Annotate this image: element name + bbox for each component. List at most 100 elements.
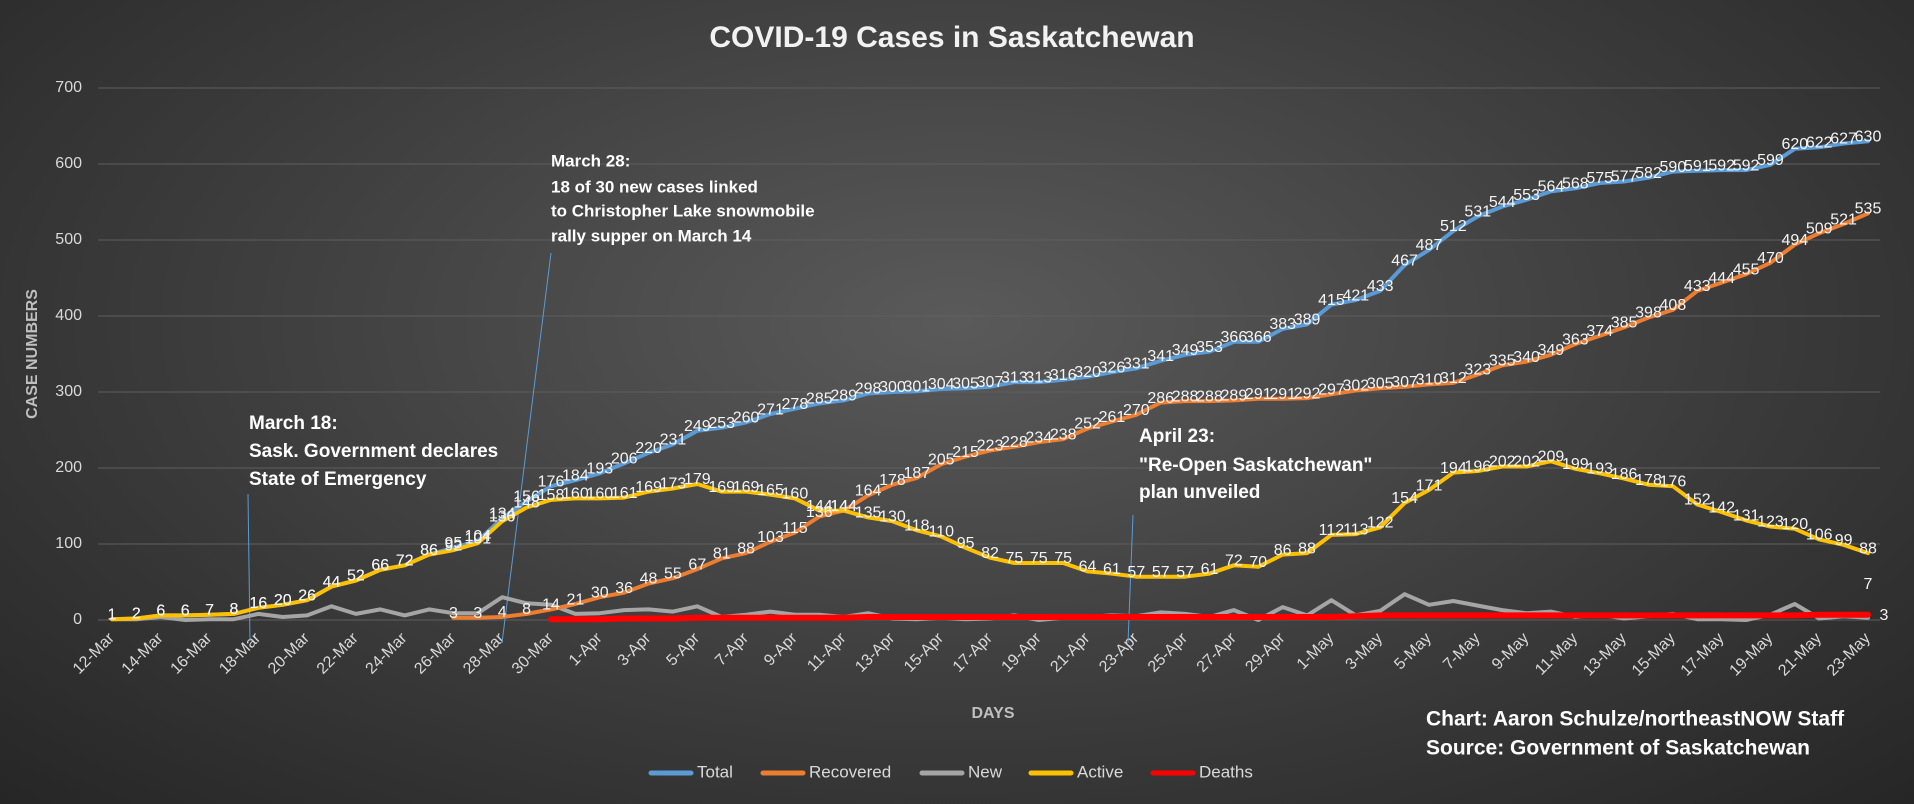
data-label: 205 [928, 451, 955, 468]
data-label: 323 [1464, 362, 1491, 379]
data-label: 261 [1099, 409, 1126, 426]
data-label: 249 [684, 418, 711, 435]
data-label: 144 [806, 498, 833, 515]
data-label: 592 [1708, 157, 1735, 174]
annotation-leader [501, 252, 552, 644]
annotation-text: to Christopher Lake snowmobile [551, 201, 815, 220]
data-label: 3 [1880, 607, 1889, 624]
data-label: 161 [611, 485, 638, 502]
data-label: 4 [498, 604, 507, 621]
data-label: 122 [1367, 514, 1394, 531]
data-label: 289 [830, 388, 857, 405]
data-label: 113 [1343, 521, 1369, 538]
data-label: 260 [733, 410, 760, 427]
data-label: 568 [1562, 176, 1589, 193]
x-tick-label: 11-May [1532, 630, 1581, 679]
data-label: 301 [903, 378, 930, 395]
data-label: 66 [371, 557, 389, 574]
data-label: 8 [229, 601, 238, 618]
data-label: 20 [274, 592, 292, 609]
data-label: 326 [1099, 359, 1126, 376]
data-label: 26 [298, 587, 316, 604]
data-label: 620 [1781, 136, 1808, 153]
data-label: 209 [1538, 448, 1565, 465]
data-label: 220 [635, 440, 662, 457]
x-tick-label: 3-May [1343, 630, 1386, 673]
data-label: 307 [1391, 374, 1418, 391]
data-label: 238 [1050, 426, 1077, 443]
annotation-text: rally supper on March 14 [551, 226, 752, 245]
data-label: 130 [489, 508, 516, 525]
y-tick-label: 200 [55, 459, 82, 476]
credit: Source: Government of Saskatchewan [1426, 737, 1810, 760]
series-line [451, 211, 1870, 620]
legend-label: New [968, 762, 1003, 781]
data-label: 135 [855, 505, 882, 522]
data-label: 592 [1733, 157, 1760, 174]
data-label: 487 [1416, 237, 1443, 254]
data-label: 253 [708, 415, 735, 432]
data-label: 26 [298, 587, 316, 604]
data-label: 64 [1079, 559, 1097, 576]
x-tick-label: 28-Mar [460, 629, 508, 677]
legend-label: Recovered [809, 762, 891, 781]
data-label: 44 [323, 574, 341, 591]
data-label: 467 [1391, 252, 1418, 269]
annotation-text: April 23: [1139, 426, 1215, 447]
data-label: 193 [586, 461, 613, 478]
data-label: 104 [464, 528, 491, 545]
data-label: 178 [1635, 472, 1662, 489]
data-label: 88 [1859, 540, 1877, 557]
data-label: 86 [420, 542, 438, 559]
data-label: 278 [782, 396, 809, 413]
data-label: 305 [952, 375, 979, 392]
x-tick-label: 14-Mar [119, 629, 167, 677]
data-label: 173 [660, 476, 687, 493]
data-label: 590 [1660, 159, 1687, 176]
data-label: 292 [1294, 385, 1321, 402]
data-label: 444 [1708, 270, 1735, 287]
data-label: 184 [562, 467, 589, 484]
data-label: 72 [396, 552, 414, 569]
data-label: 366 [1221, 329, 1248, 346]
y-tick-label: 100 [55, 535, 82, 552]
data-label: 160 [782, 486, 809, 503]
x-tick-label: 9-May [1489, 630, 1532, 673]
x-tick-label: 12-Mar [70, 629, 118, 677]
data-label: 52 [347, 568, 365, 585]
data-label: 531 [1464, 204, 1491, 221]
data-label: 320 [1074, 364, 1101, 381]
data-label: 331 [1123, 356, 1150, 373]
data-label: 202 [1489, 454, 1516, 471]
data-label: 148 [513, 495, 540, 512]
data-label: 415 [1318, 292, 1345, 309]
legend-label: Active [1077, 762, 1123, 781]
data-label: 1 [108, 606, 117, 623]
x-tick-label: 11-Apr [804, 629, 850, 675]
data-label: 86 [420, 542, 438, 559]
data-label: 194 [1440, 460, 1467, 477]
data-label: 335 [1489, 353, 1516, 370]
chart-title: COVID-19 Cases in Saskatchewan [709, 21, 1194, 54]
x-tick-label: 20-Mar [265, 629, 313, 677]
data-label: 288 [1172, 388, 1199, 405]
series-line [110, 459, 1870, 622]
data-label: 2 [132, 606, 141, 623]
x-tick-label: 7-Apr [712, 629, 752, 669]
annotation-text: 18 of 30 new cases linked [551, 177, 758, 196]
data-label: 291 [1245, 386, 1272, 403]
x-tick-label: 21-May [1775, 630, 1825, 680]
legend-label: Total [697, 762, 733, 781]
data-label: 99 [1835, 532, 1853, 549]
data-label: 302 [1342, 378, 1369, 395]
x-tick-label: 13-May [1580, 630, 1630, 680]
x-tick-label: 26-Mar [411, 629, 459, 677]
data-label: 421 [1342, 287, 1369, 304]
data-label: 297 [1318, 381, 1345, 398]
data-label: 106 [1806, 527, 1833, 544]
data-label: 55 [664, 565, 682, 582]
x-tick-label: 29-Apr [1242, 629, 1288, 675]
data-label: 115 [782, 520, 808, 537]
data-label: 383 [1269, 316, 1296, 333]
